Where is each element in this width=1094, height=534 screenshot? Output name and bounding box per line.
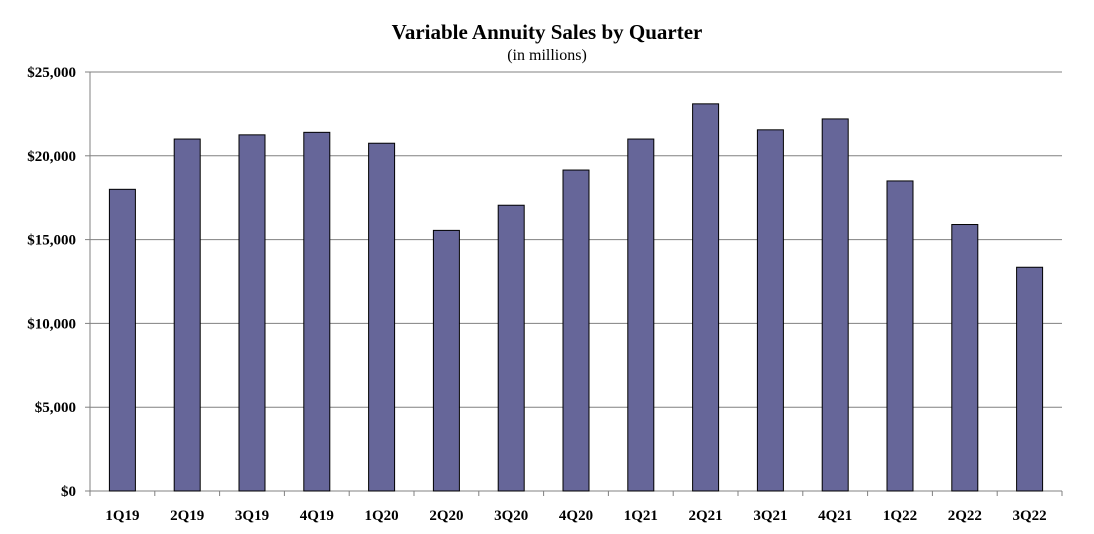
bar-2Q20 xyxy=(432,229,460,492)
x-tick-label: 1Q19 xyxy=(105,508,139,524)
bar-3Q20 xyxy=(497,204,525,492)
x-tick-label: 3Q19 xyxy=(235,508,269,524)
x-tick-label: 1Q22 xyxy=(883,508,917,524)
x-tick-label: 4Q19 xyxy=(300,508,334,524)
y-tick-label: $0 xyxy=(61,484,76,500)
bar-3Q21 xyxy=(756,129,784,492)
x-tick-label: 3Q20 xyxy=(494,508,528,524)
bar-1Q20 xyxy=(368,142,396,492)
x-tick-label: 2Q19 xyxy=(170,508,204,524)
chart-subtitle: (in millions) xyxy=(507,47,587,64)
x-tick-label: 4Q21 xyxy=(818,508,852,524)
y-tick-label: $25,000 xyxy=(27,65,76,81)
y-tick-label: $15,000 xyxy=(27,233,76,249)
bar-4Q21 xyxy=(821,118,849,492)
bar-3Q19 xyxy=(238,134,266,492)
bar-4Q20 xyxy=(562,169,590,492)
y-tick-label: $5,000 xyxy=(35,400,76,416)
x-tick-label: 3Q21 xyxy=(753,508,787,524)
x-tick-label: 3Q22 xyxy=(1013,508,1047,524)
y-tick-label: $10,000 xyxy=(27,316,76,332)
x-tick-label: 4Q20 xyxy=(559,508,593,524)
chart-title: Variable Annuity Sales by Quarter xyxy=(391,20,703,44)
bar-3Q22 xyxy=(1016,266,1044,492)
bar-2Q21 xyxy=(692,103,720,492)
x-tick-label: 1Q21 xyxy=(624,508,658,524)
bar-4Q19 xyxy=(303,131,331,492)
bar-1Q21 xyxy=(627,138,655,492)
bar-1Q22 xyxy=(886,180,914,492)
x-tick-label: 2Q22 xyxy=(948,508,982,524)
bar-2Q22 xyxy=(951,224,979,492)
x-tick-label: 2Q20 xyxy=(429,508,463,524)
x-tick-label: 2Q21 xyxy=(689,508,723,524)
x-tick-label: 1Q20 xyxy=(365,508,399,524)
bar-1Q19 xyxy=(108,188,136,492)
y-tick-label: $20,000 xyxy=(27,149,76,165)
bar-2Q19 xyxy=(173,138,201,492)
